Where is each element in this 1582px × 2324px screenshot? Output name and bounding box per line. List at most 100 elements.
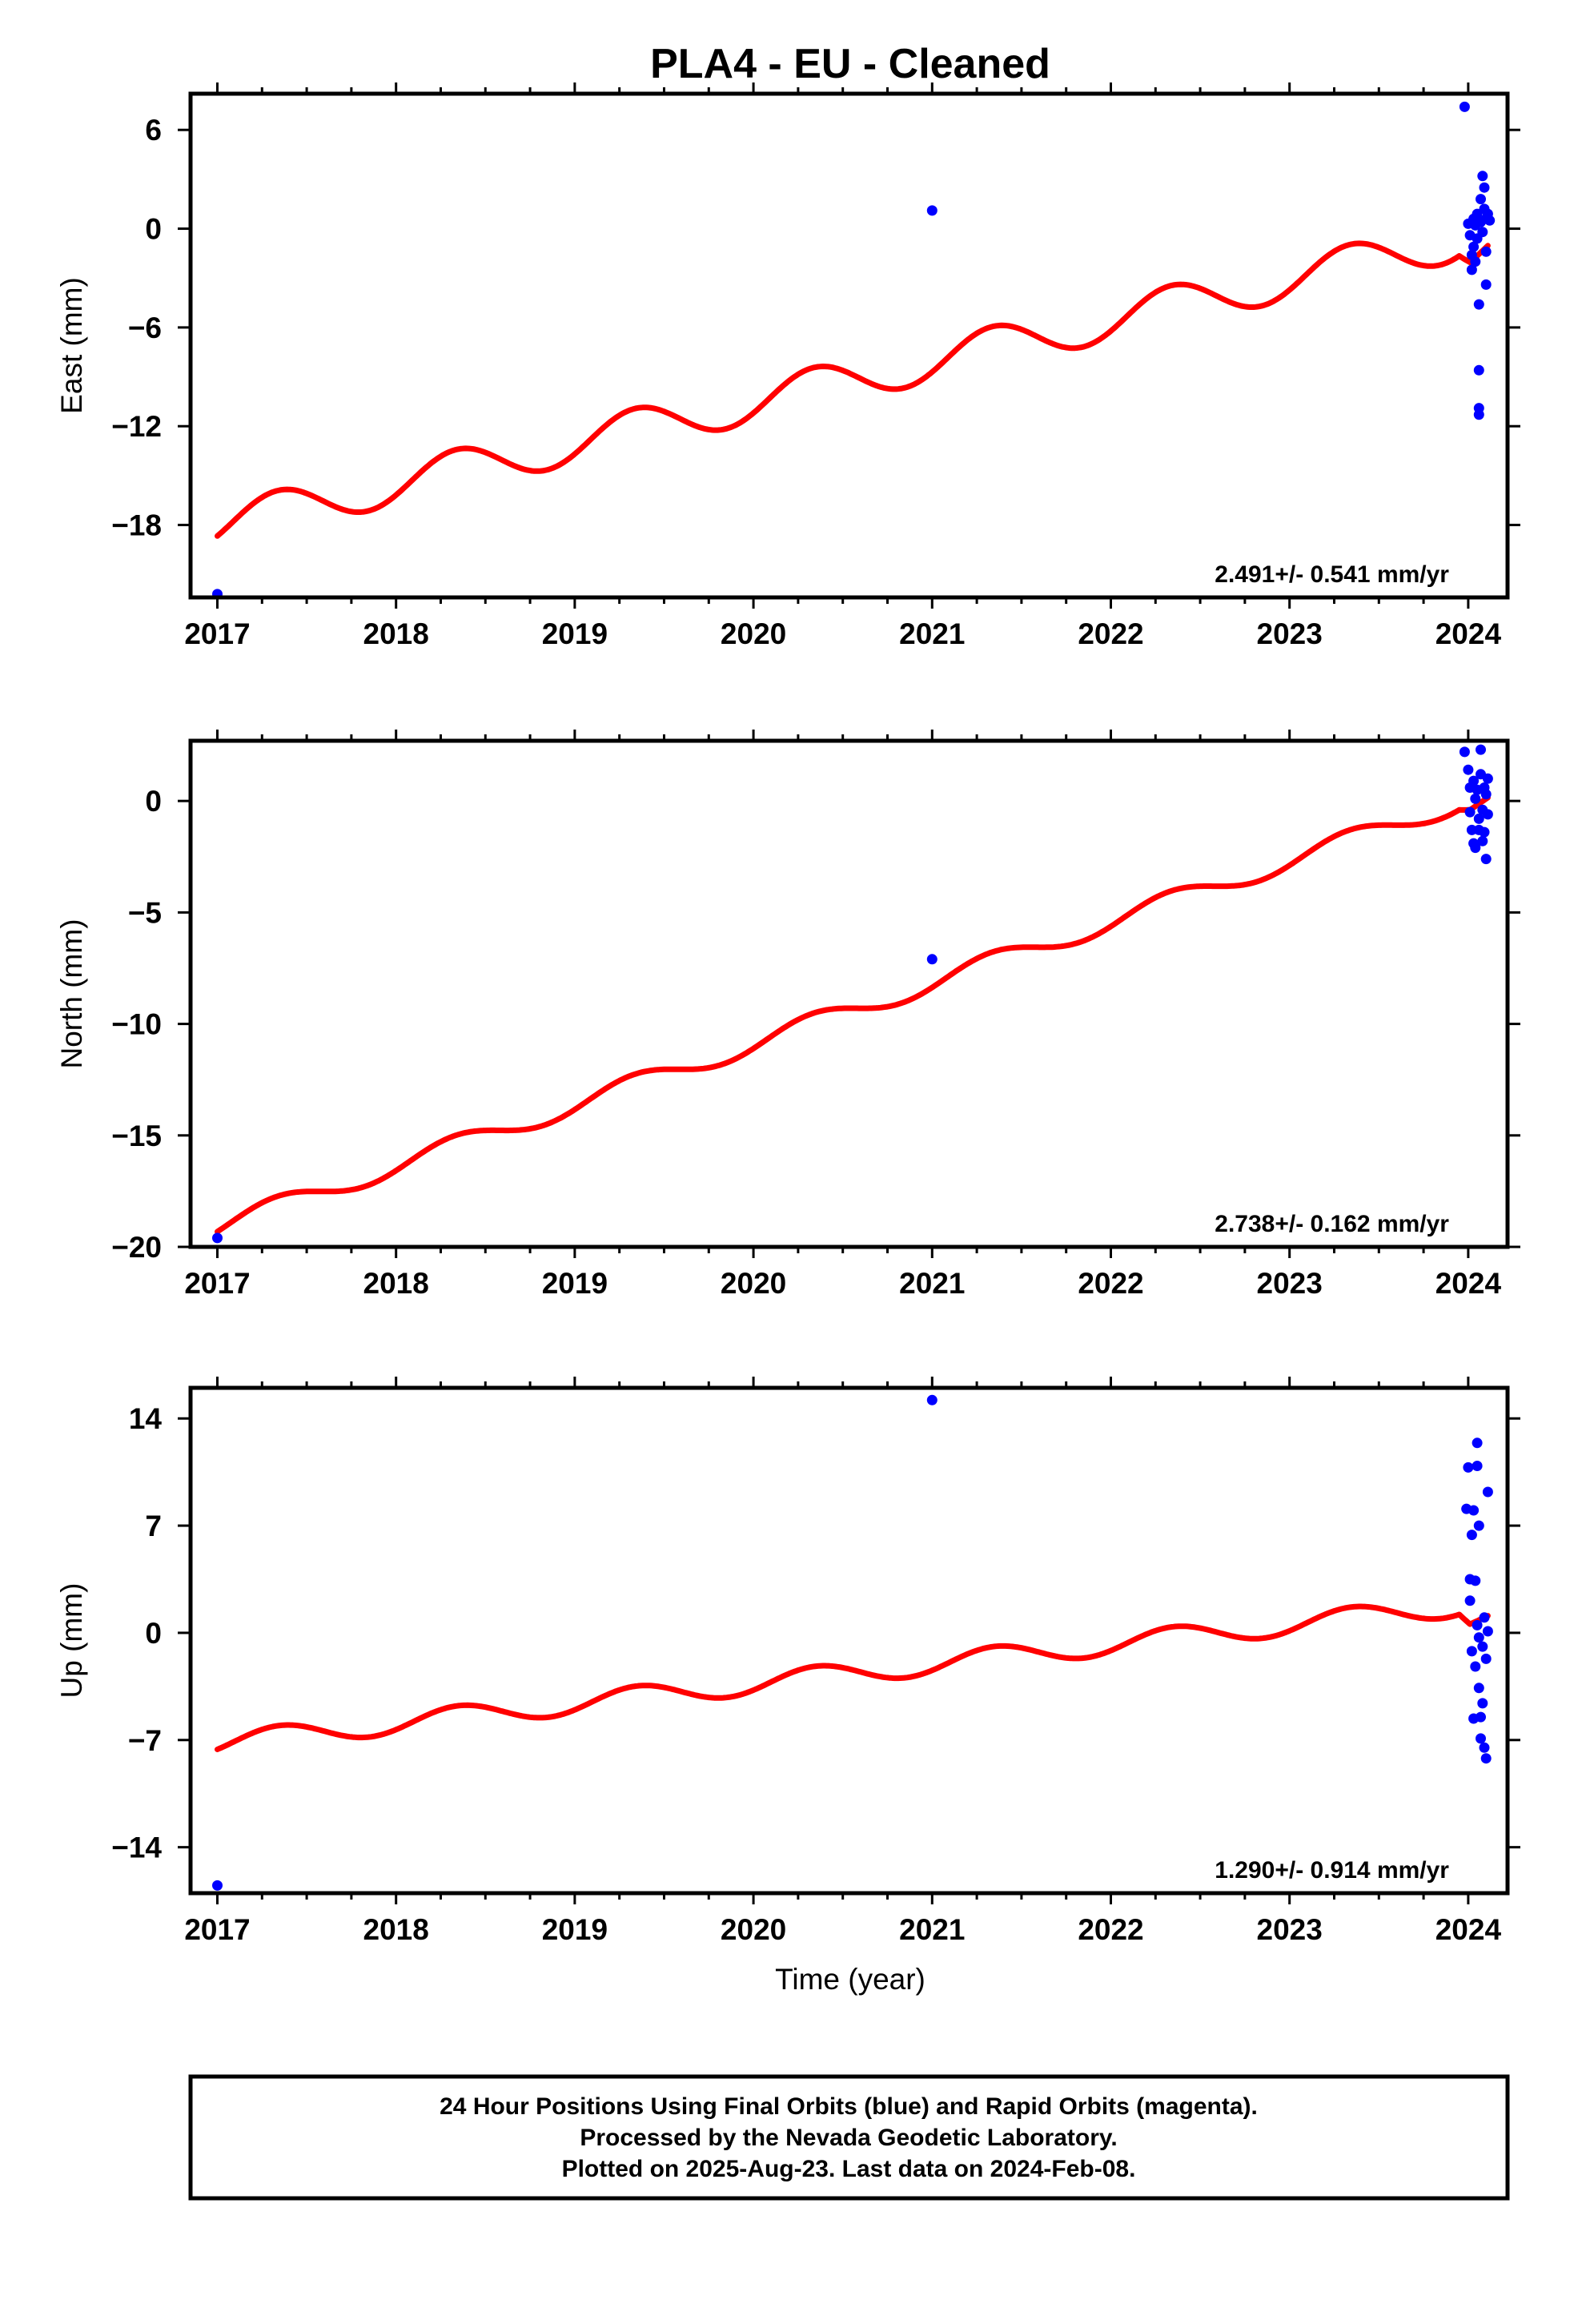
north-data-point	[1477, 835, 1488, 846]
east-x-tick-label: 2020	[721, 617, 786, 650]
up-data-point	[1476, 1711, 1486, 1723]
north-x-tick-label: 2021	[899, 1267, 965, 1300]
north-data-point	[1470, 842, 1481, 854]
east-data-point	[1473, 409, 1484, 420]
up-data-point	[1473, 1683, 1484, 1694]
north-y-tick-label: −10	[111, 1008, 162, 1041]
footer-frame	[188, 2074, 1510, 2201]
up-x-tick-label: 2021	[899, 1913, 965, 1946]
up-data-point	[1479, 1742, 1490, 1753]
east-y-tick-label: −12	[111, 410, 162, 443]
north-model-fit-line	[215, 794, 1491, 1235]
up-y-axis-title: Up (mm)	[55, 1583, 88, 1699]
north-data-point	[1482, 773, 1493, 784]
up-plot-frame	[188, 1385, 1510, 1896]
north-y-tick-label: −15	[111, 1120, 162, 1152]
up-y-tick-label: −14	[111, 1831, 162, 1864]
north-data-point	[1480, 854, 1492, 865]
up-data-point	[1464, 1595, 1476, 1606]
up-data-point	[1472, 1437, 1483, 1449]
east-y-tick-label: 6	[145, 114, 162, 147]
up-panel: 2017 2018 2019 2020 2021 2022 2023 2024 14 7 0 −7 −1…	[55, 1377, 1520, 1946]
up-model-fit-line	[215, 1603, 1491, 1752]
north-data-point	[1473, 813, 1484, 824]
east-data-point	[1473, 299, 1484, 310]
up-data-point	[1472, 1619, 1483, 1630]
north-data-point	[1464, 806, 1476, 818]
north-x-tick-label: 2022	[1078, 1267, 1143, 1300]
north-data-point	[1476, 744, 1486, 755]
up-data-point	[1473, 1632, 1484, 1643]
north-data-point	[926, 954, 938, 965]
up-data-point	[1482, 1486, 1493, 1498]
up-data-point	[1482, 1626, 1493, 1637]
north-rate-label: 2.738+/- 0.162 mm/yr	[1215, 1211, 1449, 1237]
north-data-point	[212, 1232, 223, 1244]
up-y-tick-label: 7	[145, 1510, 162, 1542]
up-data-point	[1470, 1661, 1481, 1672]
north-y-tick-label: 0	[145, 785, 162, 818]
north-data-point	[1480, 789, 1492, 800]
east-x-tick-label: 2019	[542, 617, 608, 650]
north-data-point	[1468, 775, 1480, 786]
east-y-tick-label: −6	[128, 312, 162, 344]
east-x-tick-label: 2021	[899, 617, 965, 650]
north-data-point	[1466, 824, 1477, 835]
north-x-tick-label: 2017	[184, 1267, 250, 1300]
up-x-tick-label: 2020	[721, 1913, 786, 1946]
east-data-point	[1468, 241, 1480, 252]
up-data-point	[1463, 1462, 1474, 1473]
up-x-tick-label: 2023	[1257, 1913, 1323, 1946]
east-x-tick-label: 2024	[1435, 617, 1502, 650]
up-data-point	[1466, 1530, 1477, 1541]
east-data-point	[1476, 194, 1486, 205]
east-data-point	[1477, 227, 1488, 238]
footer-line-1: 24 Hour Positions Using Final Orbits (bl…	[440, 2093, 1258, 2120]
east-data-point	[1479, 182, 1490, 193]
north-data-point	[1470, 793, 1481, 804]
east-x-tick-label: 2023	[1257, 617, 1323, 650]
east-plot-frame	[188, 91, 1510, 600]
up-data-point	[1470, 1575, 1481, 1586]
up-data-point	[1476, 1733, 1486, 1744]
up-x-tick-label: 2022	[1078, 1913, 1143, 1946]
up-rate-label: 1.290+/- 0.914 mm/yr	[1215, 1857, 1449, 1884]
up-data-point	[1479, 1612, 1490, 1623]
north-x-tick-label: 2018	[363, 1267, 429, 1300]
x-axis-title: Time (year)	[775, 1963, 926, 1996]
north-x-tick-label: 2019	[542, 1267, 608, 1300]
up-y-tick-label: −7	[128, 1724, 162, 1757]
up-data-point	[1472, 1461, 1483, 1471]
east-x-tick-label: 2022	[1078, 617, 1143, 650]
north-plot-frame	[188, 738, 1510, 1249]
up-data-point	[1480, 1753, 1492, 1764]
up-data-point	[926, 1394, 938, 1405]
up-data-point	[212, 1880, 223, 1891]
north-data-point	[1459, 746, 1470, 758]
east-panel: 2017 2018 2019 2020 2021 2022 2023 2024 6 0 −6 −12 −…	[55, 82, 1520, 650]
up-data-point	[1477, 1698, 1488, 1709]
footer-line-3: Plotted on 2025-Aug-23. Last data on 202…	[562, 2156, 1136, 2182]
up-data-point	[1477, 1641, 1488, 1652]
up-data-point	[1473, 1520, 1484, 1531]
east-x-tick-label: 2018	[363, 617, 429, 650]
east-rate-label: 2.491+/- 0.541 mm/yr	[1215, 561, 1449, 588]
north-data-point	[1479, 826, 1490, 838]
east-data-point	[1473, 364, 1484, 376]
north-y-axis-title: North (mm)	[55, 919, 88, 1068]
north-x-tick-label: 2023	[1257, 1267, 1323, 1300]
chart-title: PLA4 - EU - Cleaned	[650, 41, 1050, 87]
east-y-axis-title: East (mm)	[55, 277, 88, 414]
east-data-point	[1477, 171, 1488, 182]
east-y-tick-label: 0	[145, 213, 162, 246]
north-panel: 2017 2018 2019 2020 2021 2022 2023 2024 0 −5 −10 −1…	[55, 730, 1520, 1300]
up-x-tick-label: 2017	[184, 1913, 250, 1946]
north-y-tick-label: −5	[128, 896, 162, 929]
north-x-tick-label: 2020	[721, 1267, 786, 1300]
footer-box: 24 Hour Positions Using Final Orbits (bl…	[188, 2074, 1510, 2201]
east-x-tick-label: 2017	[184, 617, 250, 650]
up-y-tick-label: 14	[129, 1402, 163, 1435]
east-data-point	[1459, 101, 1470, 112]
up-data-point	[1468, 1505, 1480, 1516]
